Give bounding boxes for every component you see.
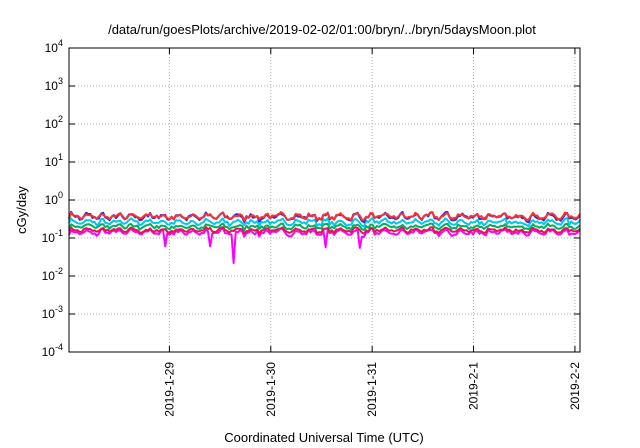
- series-line-3: [68, 222, 581, 232]
- y-axis-label: cGy/day: [14, 186, 29, 234]
- y-tick-label: 101: [45, 152, 63, 169]
- x-tick-label: 2019-1-31: [365, 362, 379, 417]
- y-tick-label: 103: [45, 76, 63, 93]
- y-tick-label: 102: [45, 114, 63, 131]
- series-line-4: [68, 217, 581, 228]
- x-axis: 2019-1-29 2019-1-30 2019-1-31 2019-2-1 2019-…: [162, 48, 582, 417]
- x-axis-label: Coordinated Universal Time (UTC): [224, 430, 423, 445]
- chart-title: /data/run/goesPlots/archive/2019-02-02/0…: [108, 22, 536, 37]
- x-tick-label: 2019-2-2: [568, 362, 582, 410]
- y-tick-label: 100: [45, 190, 63, 207]
- y-tick-label: 10-1: [42, 228, 63, 245]
- x-tick-label: 2019-2-1: [467, 362, 481, 410]
- grid-lines: [69, 48, 580, 352]
- x-tick-label: 2019-1-29: [162, 362, 176, 417]
- series-group: [68, 210, 581, 264]
- series-line-6: [68, 211, 581, 222]
- series-line-1: [68, 227, 581, 264]
- y-tick-label: 10-3: [42, 304, 63, 321]
- x-tick-label: 2019-1-30: [264, 362, 278, 417]
- y-tick-label: 10-4: [42, 342, 63, 359]
- y-tick-label: 104: [45, 38, 63, 55]
- y-tick-label: 10-2: [42, 266, 63, 283]
- y-axis: 10-4 10-3 10-2 10-1 100 101 102 103 104: [42, 38, 580, 359]
- series-line-2: [68, 225, 581, 235]
